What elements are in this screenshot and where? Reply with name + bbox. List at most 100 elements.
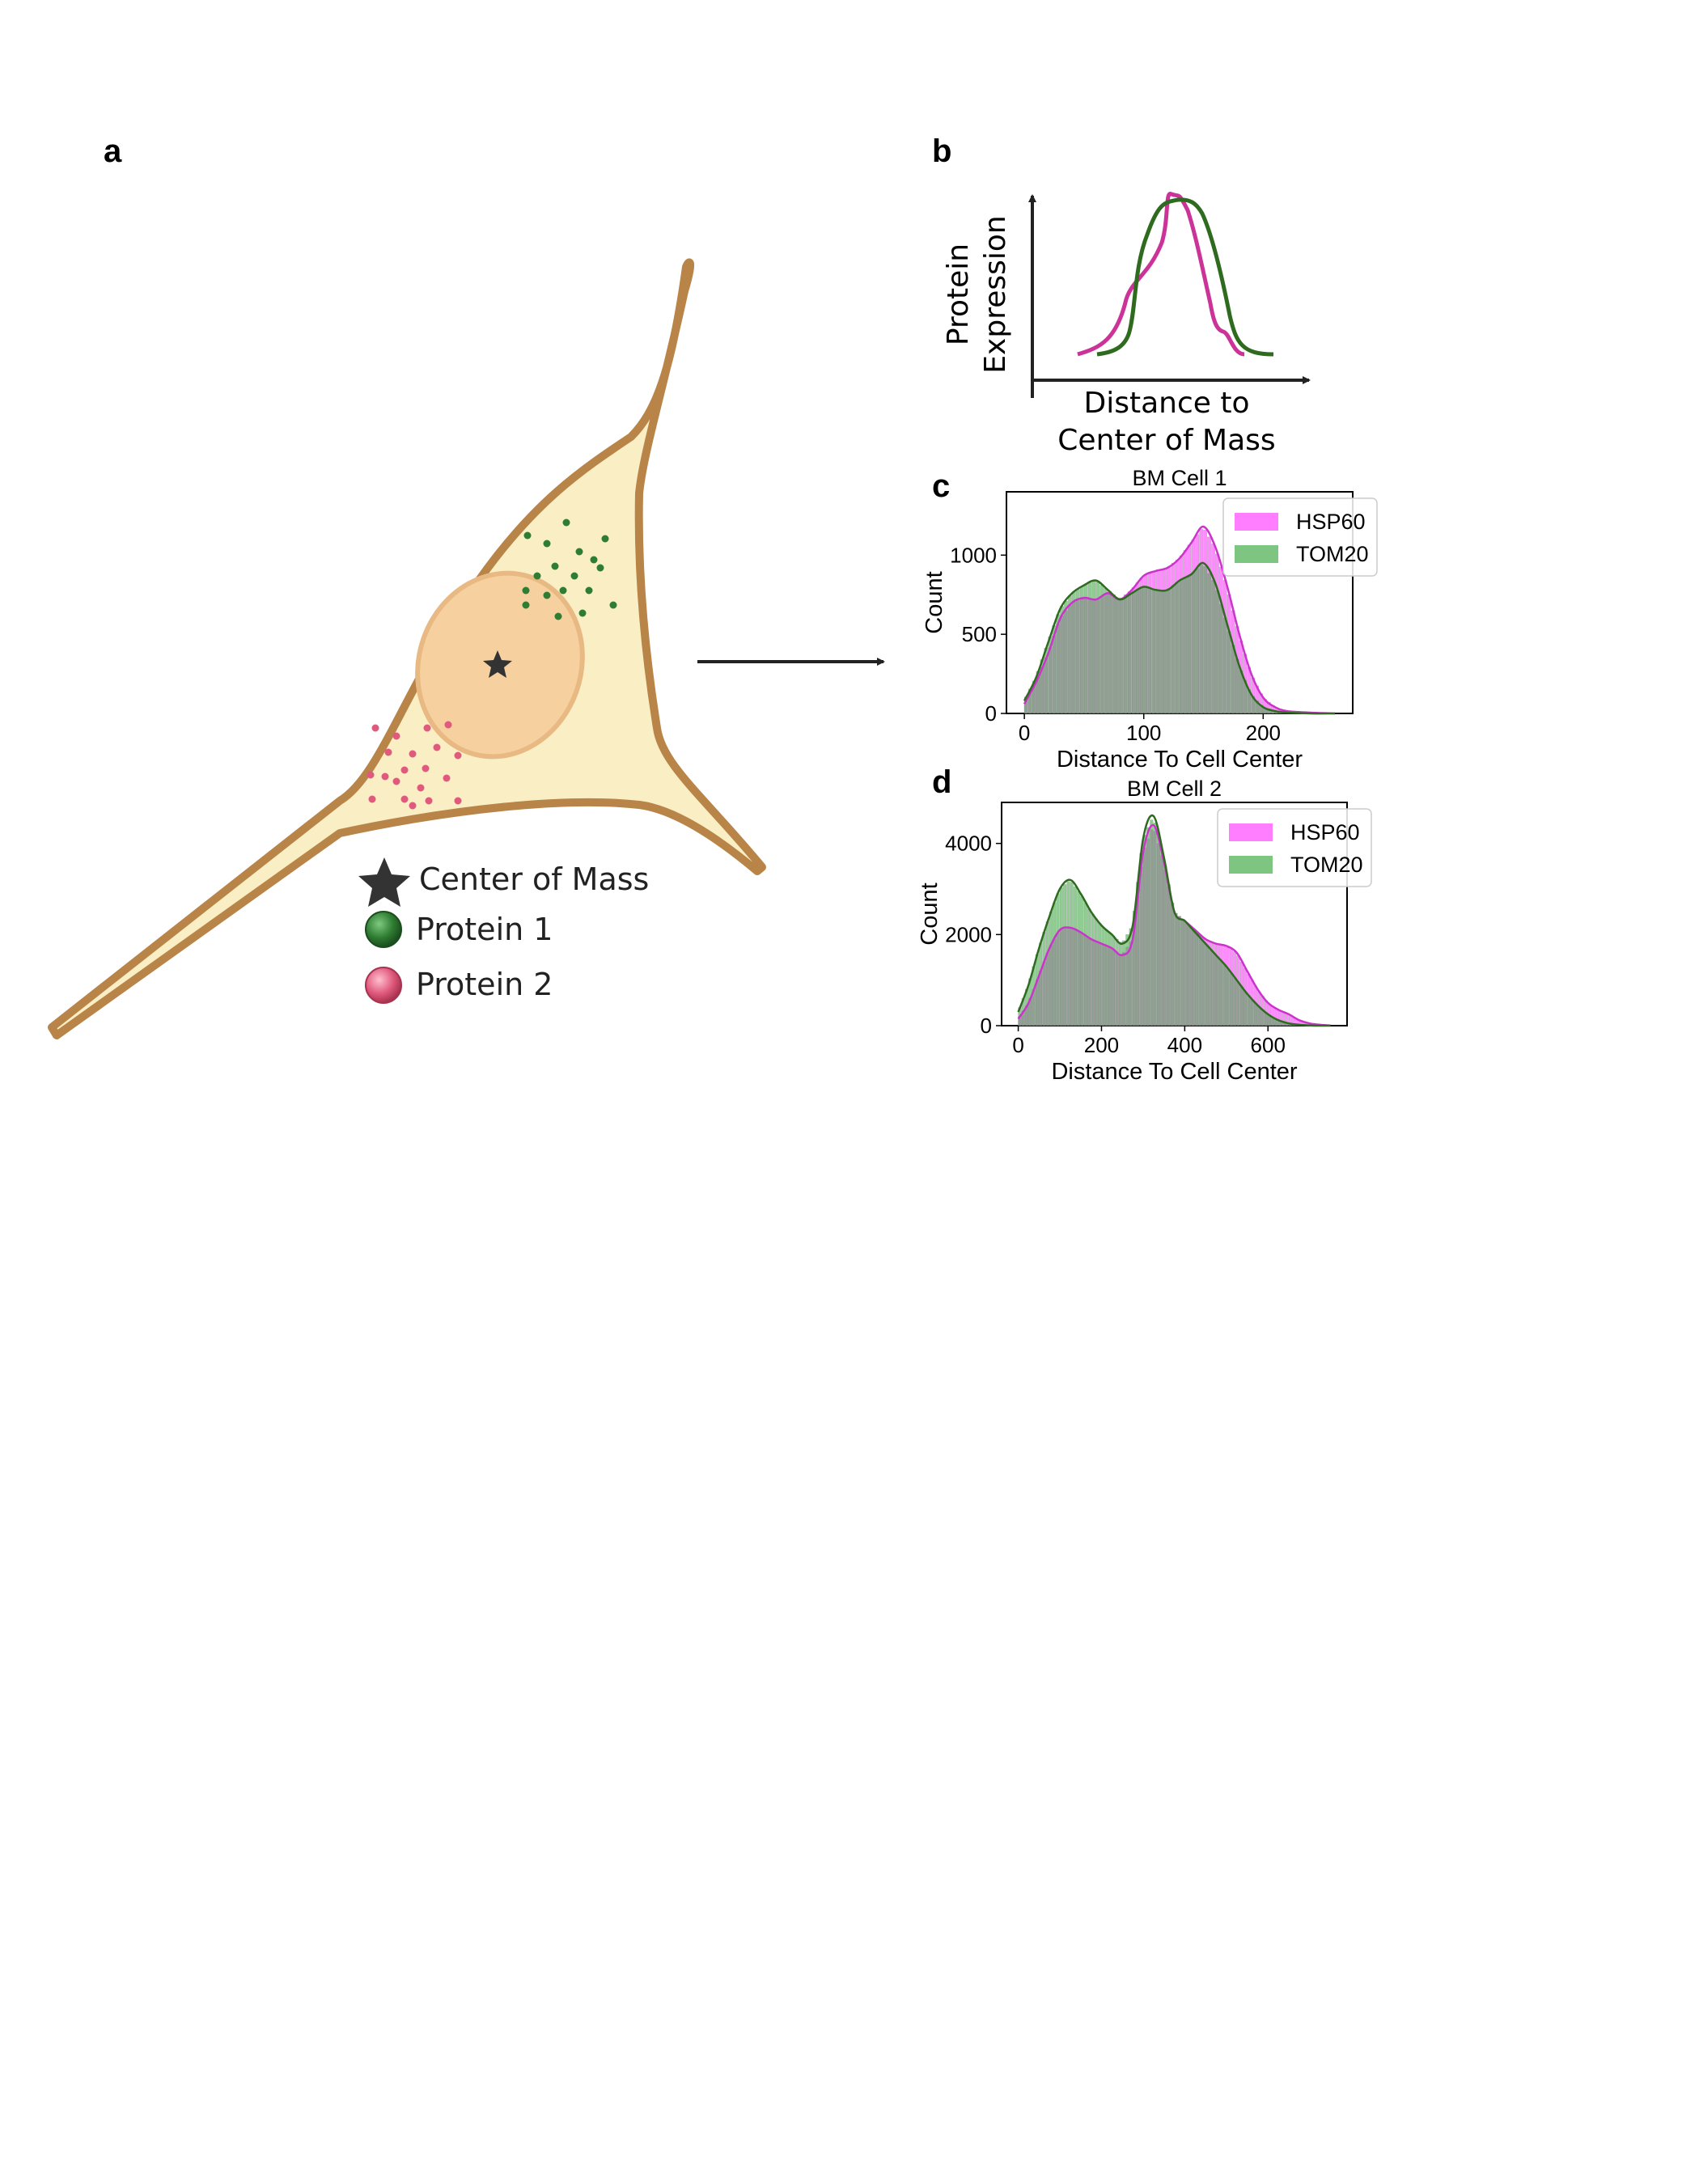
histogram-bar xyxy=(1231,645,1235,714)
histogram-bar xyxy=(1135,589,1140,714)
histogram-bar xyxy=(1227,631,1231,714)
histogram-bar xyxy=(1146,827,1150,1026)
x-tick-label: 100 xyxy=(1126,721,1161,745)
histogram-bar xyxy=(1035,954,1040,1026)
histogram-bar xyxy=(1226,968,1230,1026)
histogram-bar xyxy=(1177,916,1181,1026)
schematic-xlabel-line1: Distance to xyxy=(1084,387,1250,420)
protein1-cluster xyxy=(522,518,617,620)
legend-protein-1: Protein 1 xyxy=(416,912,553,947)
protein1-dot xyxy=(551,562,559,570)
histogram-bar xyxy=(1156,836,1161,1026)
histogram-bar xyxy=(1218,960,1223,1026)
chart-title: BM Cell 1 xyxy=(1132,466,1227,490)
histogram-bar xyxy=(1180,919,1185,1026)
histogram-bar xyxy=(1183,577,1188,714)
protein1-dot xyxy=(554,612,562,620)
histogram-bar xyxy=(1108,590,1112,714)
histogram-bar xyxy=(1091,913,1095,1026)
legend-label-tom20: TOM20 xyxy=(1290,853,1363,877)
histogram-bar xyxy=(1139,587,1144,714)
histogram-bar xyxy=(1063,884,1067,1026)
protein1-dot xyxy=(522,586,530,595)
histogram-bar xyxy=(1184,922,1188,1026)
histogram-bar xyxy=(1215,590,1219,714)
histogram-bar xyxy=(1167,588,1172,714)
protein2-dot xyxy=(392,777,400,785)
histogram-bar xyxy=(1194,933,1199,1026)
histogram-bar xyxy=(1155,589,1160,714)
panel-label-a: a xyxy=(104,133,122,169)
chart-title: BM Cell 2 xyxy=(1127,777,1222,801)
legend-label-tom20: TOM20 xyxy=(1296,542,1369,566)
histogram-bar xyxy=(1068,595,1072,714)
protein1-dot xyxy=(543,540,551,548)
x-tick-label: 0 xyxy=(1019,721,1030,745)
x-tick-label: 400 xyxy=(1167,1033,1202,1057)
histogram-bar xyxy=(1222,617,1227,714)
histogram-bar xyxy=(1257,1006,1261,1026)
protein2-dot xyxy=(417,784,425,792)
histogram-bar xyxy=(1236,982,1240,1026)
histogram-bar xyxy=(1125,934,1129,1026)
histogram-bar xyxy=(1175,582,1180,714)
protein2-dot xyxy=(409,750,417,758)
histogram-bar xyxy=(1203,565,1208,714)
histogram-bar xyxy=(1087,908,1091,1026)
kde-line-tom20 xyxy=(1023,561,1335,715)
x-axis-label: Distance To Cell Center xyxy=(1051,1059,1297,1085)
protein1-dot xyxy=(559,586,567,595)
histogram-bar xyxy=(1079,586,1084,714)
histogram-bar xyxy=(1250,999,1254,1026)
histogram-bar xyxy=(1215,956,1219,1026)
protein1-dot xyxy=(543,591,551,599)
histogram-bar xyxy=(1053,902,1057,1026)
histogram-bar xyxy=(1142,835,1146,1026)
histogram-bar xyxy=(1159,589,1164,714)
protein1-dot xyxy=(562,518,570,527)
histogram-bar xyxy=(1207,573,1212,714)
histogram-bar xyxy=(1112,594,1116,714)
histogram-bar xyxy=(1160,849,1164,1026)
schematic-curve-protein2 xyxy=(1077,192,1245,357)
histogram-bar xyxy=(1233,977,1237,1026)
histogram-bar xyxy=(1243,991,1248,1026)
histogram-bar xyxy=(1083,902,1088,1026)
schematic-ylabel-line1: Protein xyxy=(942,243,975,345)
kde-line-hsp60 xyxy=(1023,525,1335,715)
y-tick-label: 0 xyxy=(981,1014,992,1038)
histogram-bar xyxy=(1060,606,1065,714)
histogram-bar xyxy=(1049,911,1053,1026)
protein2-dot xyxy=(454,751,462,760)
histogram-bar xyxy=(1066,881,1070,1026)
x-tick-label: 200 xyxy=(1246,721,1281,745)
schematic-plot: Protein Expression Distance to Center of… xyxy=(942,192,1311,457)
histogram-bar xyxy=(1260,1009,1265,1026)
histogram-bar xyxy=(1163,866,1167,1026)
cell-legend: Center of Mass Protein 1 Protein 2 xyxy=(358,857,649,1004)
histogram-bar xyxy=(1151,589,1156,714)
histogram-bar xyxy=(1211,579,1216,714)
histogram-bar xyxy=(1199,565,1204,714)
protein2-dot xyxy=(371,724,379,732)
histogram-bar xyxy=(1147,588,1152,714)
center-of-mass-star-icon xyxy=(483,650,512,678)
series-tom20 xyxy=(1023,565,1311,714)
histogram-bar xyxy=(1104,588,1108,714)
protein2-dot xyxy=(409,802,417,810)
histogram-bar xyxy=(1116,597,1120,714)
x-axis-label: Distance To Cell Center xyxy=(1057,747,1303,772)
histogram-bar xyxy=(1218,603,1223,714)
histogram-bar xyxy=(1201,942,1205,1026)
histogram-bar xyxy=(1174,912,1178,1026)
histogram-bar xyxy=(1101,926,1105,1026)
protein2-dot xyxy=(425,797,433,805)
protein2-dot xyxy=(454,797,462,805)
histogram-bar xyxy=(1099,585,1104,714)
histogram-bar xyxy=(1118,942,1122,1026)
y-tick-label: 2000 xyxy=(945,922,992,946)
protein2-dot xyxy=(392,732,400,740)
histogram-bar xyxy=(1045,921,1049,1026)
histogram-bar xyxy=(1075,589,1080,714)
histogram-bar xyxy=(1163,589,1167,714)
